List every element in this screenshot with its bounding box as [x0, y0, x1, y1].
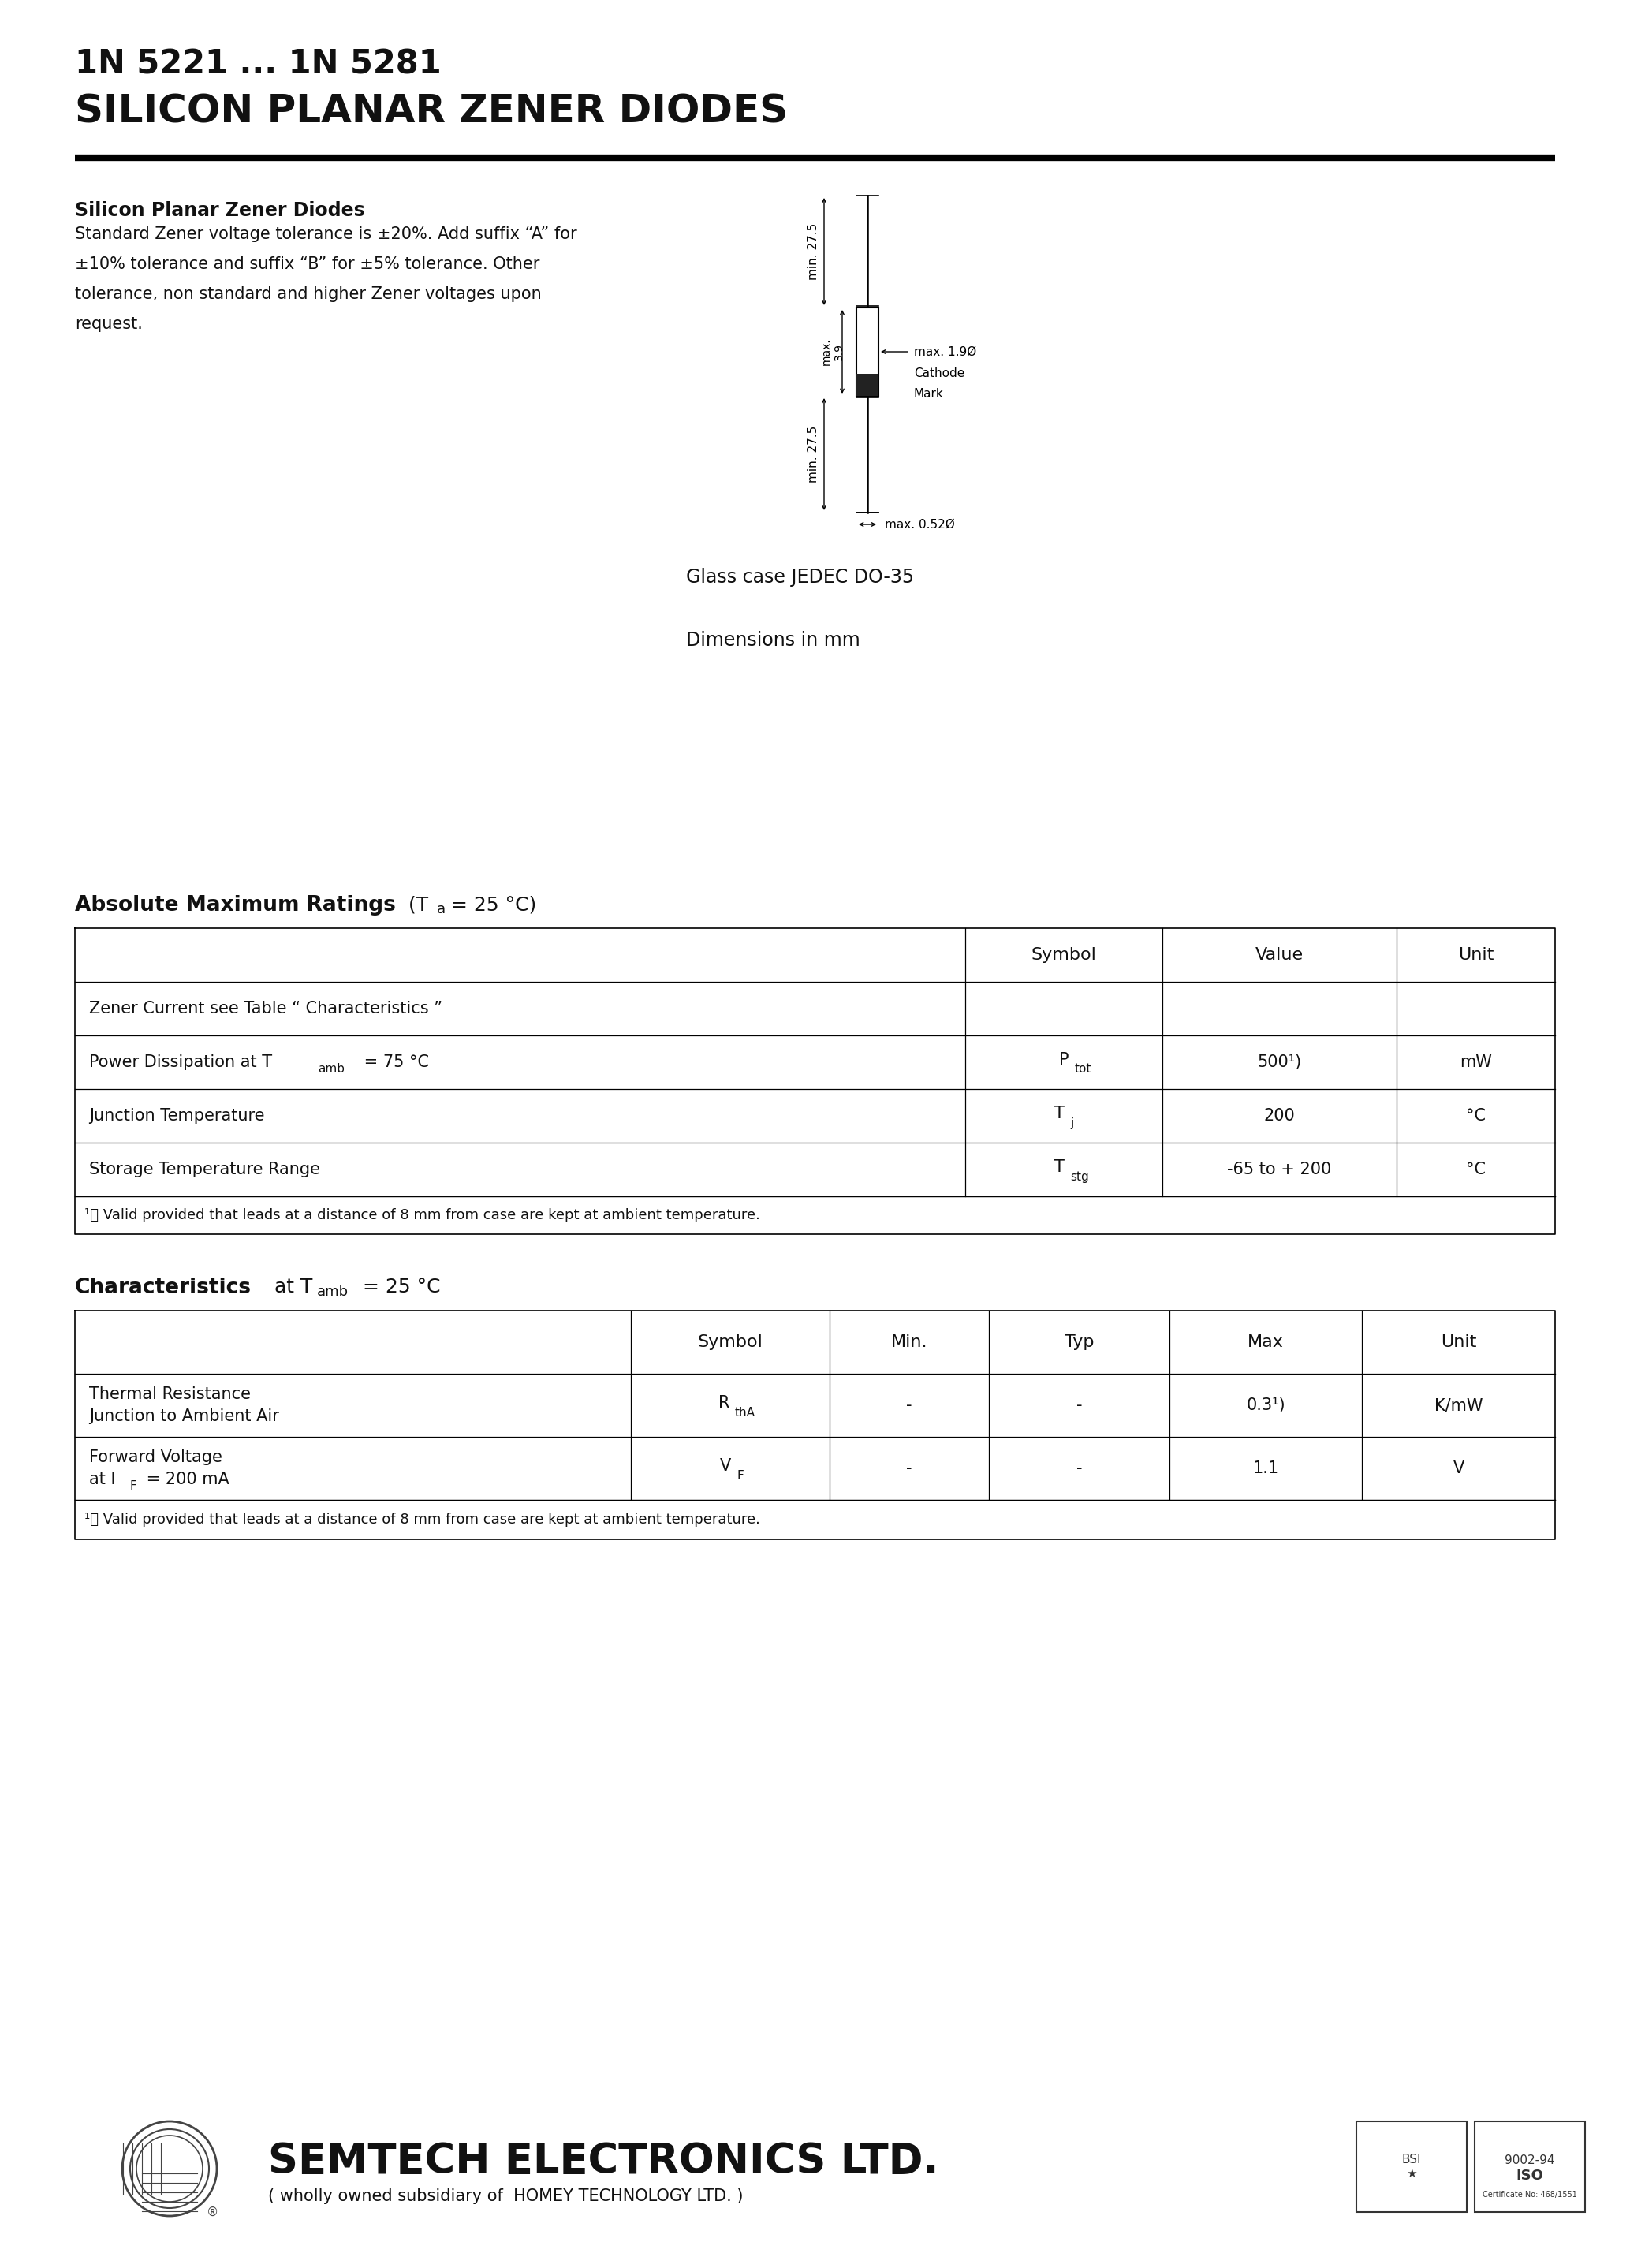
Text: Symbol: Symbol [1032, 948, 1097, 964]
Text: Thermal Resistance: Thermal Resistance [90, 1386, 251, 1402]
Text: max. 0.52Ø: max. 0.52Ø [885, 519, 955, 531]
Text: at T: at T [267, 1277, 313, 1297]
Text: (T: (T [403, 896, 429, 914]
Text: -: - [1076, 1461, 1082, 1476]
Text: 200: 200 [1263, 1109, 1296, 1123]
Text: thA: thA [735, 1406, 755, 1418]
Bar [1356, 2121, 1467, 2211]
Text: ( wholly owned subsidiary of  HOMEY TECHNOLOGY LTD. ): ( wholly owned subsidiary of HOMEY TECHN… [267, 2189, 743, 2204]
Text: max.
3.9: max. 3.9 [822, 338, 844, 365]
Text: ISO: ISO [1516, 2168, 1544, 2184]
Text: tolerance, non standard and higher Zener voltages upon: tolerance, non standard and higher Zener… [75, 286, 541, 302]
Text: Cathode: Cathode [914, 367, 965, 379]
Text: = 25 °C: = 25 °C [357, 1277, 440, 1297]
Text: at I: at I [90, 1472, 116, 1488]
Text: max. 1.9Ø: max. 1.9Ø [914, 345, 976, 358]
Text: °C: °C [1465, 1109, 1485, 1123]
Text: ¹⧋ Valid provided that leads at a distance of 8 mm from case are kept at ambient: ¹⧋ Valid provided that leads at a distan… [85, 1209, 760, 1222]
Text: Zener Current see Table “ Characteristics ”: Zener Current see Table “ Characteristic… [90, 1000, 442, 1016]
Text: °C: °C [1465, 1161, 1485, 1177]
Text: Forward Voltage: Forward Voltage [90, 1449, 222, 1465]
Text: request.: request. [75, 315, 143, 331]
Text: Typ: Typ [1064, 1334, 1094, 1349]
Text: -65 to + 200: -65 to + 200 [1227, 1161, 1332, 1177]
Text: a: a [437, 903, 445, 916]
Text: F: F [130, 1481, 137, 1492]
Text: Storage Temperature Range: Storage Temperature Range [90, 1161, 319, 1177]
Text: Standard Zener voltage tolerance is ±20%. Add suffix “A” for: Standard Zener voltage tolerance is ±20%… [75, 227, 577, 243]
Text: j: j [1071, 1118, 1074, 1129]
Text: 1N 5221 ... 1N 5281: 1N 5221 ... 1N 5281 [75, 48, 442, 79]
Text: min. 27.5: min. 27.5 [807, 426, 818, 483]
Text: R: R [719, 1395, 730, 1411]
Text: amb: amb [318, 1064, 344, 1075]
Text: SEMTECH ELECTRONICS LTD.: SEMTECH ELECTRONICS LTD. [267, 2141, 939, 2182]
Text: Symbol: Symbol [698, 1334, 763, 1349]
Text: F: F [737, 1470, 743, 1481]
Text: 9002-94: 9002-94 [1504, 2155, 1555, 2166]
Text: Junction to Ambient Air: Junction to Ambient Air [90, 1408, 279, 1424]
Bar [856, 374, 879, 397]
Text: = 200 mA: = 200 mA [142, 1472, 230, 1488]
Text: Junction Temperature: Junction Temperature [90, 1109, 264, 1123]
Text: 0.3¹): 0.3¹) [1245, 1397, 1284, 1413]
Text: BSI
★: BSI ★ [1402, 2155, 1421, 2180]
Text: Characteristics: Characteristics [75, 1277, 251, 1297]
Text: 1.1: 1.1 [1252, 1461, 1280, 1476]
Text: ®: ® [207, 2207, 218, 2218]
Text: SILICON PLANAR ZENER DIODES: SILICON PLANAR ZENER DIODES [75, 93, 787, 132]
Text: tot: tot [1074, 1064, 1092, 1075]
Text: stg: stg [1071, 1170, 1089, 1182]
Text: Silicon Planar Zener Diodes: Silicon Planar Zener Diodes [75, 202, 365, 220]
Text: -: - [1076, 1397, 1082, 1413]
Text: Certificate No: 468/1551: Certificate No: 468/1551 [1483, 2191, 1578, 2198]
Text: P: P [1060, 1052, 1069, 1068]
Text: Unit: Unit [1457, 948, 1493, 964]
Text: Value: Value [1255, 948, 1304, 964]
Text: Unit: Unit [1441, 1334, 1477, 1349]
Text: amb: amb [316, 1284, 349, 1300]
Text: 500¹): 500¹) [1257, 1055, 1302, 1070]
Bar [856, 308, 879, 397]
Text: mW: mW [1460, 1055, 1491, 1070]
Text: V: V [1452, 1461, 1464, 1476]
Text: ¹⧋ Valid provided that leads at a distance of 8 mm from case are kept at ambient: ¹⧋ Valid provided that leads at a distan… [85, 1513, 760, 1526]
Text: Absolute Maximum Ratings: Absolute Maximum Ratings [75, 896, 396, 916]
Text: T: T [1055, 1159, 1064, 1175]
Text: Mark: Mark [914, 388, 944, 399]
Text: K/mW: K/mW [1434, 1397, 1483, 1413]
Text: Dimensions in mm: Dimensions in mm [686, 631, 861, 651]
Text: ±10% tolerance and suffix “B” for ±5% tolerance. Other: ±10% tolerance and suffix “B” for ±5% to… [75, 256, 540, 272]
Text: Glass case JEDEC DO-35: Glass case JEDEC DO-35 [686, 567, 914, 587]
Text: = 25 °C): = 25 °C) [452, 896, 536, 914]
Text: = 75 °C: = 75 °C [359, 1055, 429, 1070]
Bar [1475, 2121, 1584, 2211]
Text: Power Dissipation at T: Power Dissipation at T [90, 1055, 272, 1070]
Text: -: - [906, 1461, 913, 1476]
Text: Max: Max [1247, 1334, 1284, 1349]
Text: V: V [720, 1458, 732, 1474]
Text: Min.: Min. [892, 1334, 927, 1349]
Text: min. 27.5: min. 27.5 [807, 222, 818, 279]
Text: T: T [1055, 1105, 1064, 1120]
Text: -: - [906, 1397, 913, 1413]
